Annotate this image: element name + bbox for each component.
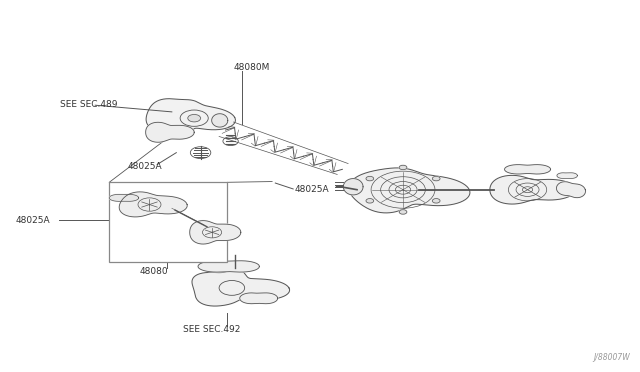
Polygon shape xyxy=(189,221,241,244)
Text: 48080M: 48080M xyxy=(234,63,270,72)
Polygon shape xyxy=(212,114,228,127)
Circle shape xyxy=(366,199,374,203)
Circle shape xyxy=(188,115,200,122)
Circle shape xyxy=(433,176,440,181)
Text: 48025A: 48025A xyxy=(16,216,51,225)
Circle shape xyxy=(399,165,407,170)
Polygon shape xyxy=(146,122,194,142)
Circle shape xyxy=(399,210,407,214)
Polygon shape xyxy=(146,99,236,139)
Text: 48025A: 48025A xyxy=(294,185,329,194)
Polygon shape xyxy=(119,192,188,217)
Text: 48080: 48080 xyxy=(140,267,168,276)
Polygon shape xyxy=(192,270,289,306)
Text: J/88007W: J/88007W xyxy=(593,353,630,362)
Text: SEE SEC.492: SEE SEC.492 xyxy=(182,325,240,334)
Circle shape xyxy=(366,176,374,181)
Circle shape xyxy=(433,199,440,203)
Polygon shape xyxy=(557,173,577,179)
Polygon shape xyxy=(240,293,278,304)
Text: 48025A: 48025A xyxy=(127,162,162,171)
Text: SEE SEC.489: SEE SEC.489 xyxy=(60,100,118,109)
Polygon shape xyxy=(349,168,470,213)
Polygon shape xyxy=(556,182,586,198)
Polygon shape xyxy=(490,175,575,204)
Polygon shape xyxy=(198,261,259,272)
Bar xyxy=(109,182,227,262)
Polygon shape xyxy=(109,195,139,201)
Polygon shape xyxy=(504,165,550,174)
Polygon shape xyxy=(344,179,363,195)
